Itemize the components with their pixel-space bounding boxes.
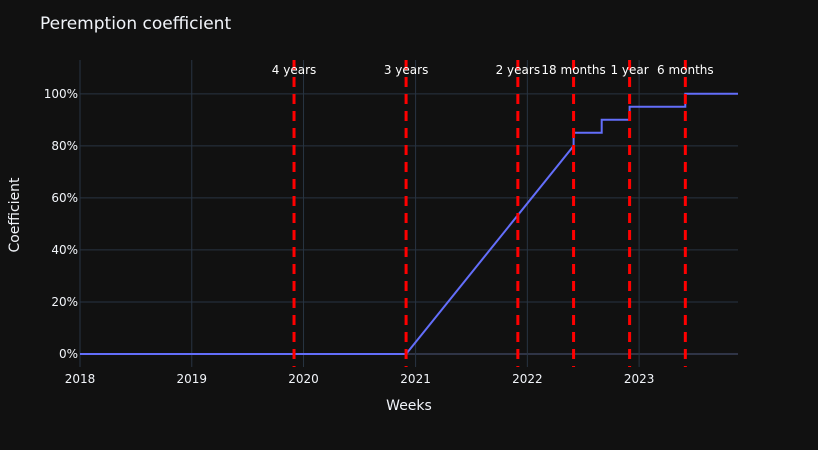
x-tick-label: 2021 (400, 372, 431, 386)
threshold-label: 3 years (384, 63, 428, 77)
y-axis-ticks: 0% 20% 40% 60% 80% 100% (44, 87, 78, 361)
y-tick-label: 60% (51, 191, 78, 205)
x-axis-title: Weeks (386, 398, 432, 414)
chart-title: Peremption coefficient (40, 14, 231, 34)
y-tick-label: 0% (59, 347, 78, 361)
threshold-lines: 4 years 3 years 2 years 18 months 1 year 6 mo… (272, 60, 714, 367)
threshold-label: 18 months (541, 63, 605, 77)
threshold-label: 2 years (496, 63, 540, 77)
threshold-label: 4 years (272, 63, 316, 77)
y-axis-title: Coefficient (7, 177, 23, 253)
y-tick-label: 40% (51, 243, 78, 257)
x-axis-ticks: 2018 2019 2020 2021 2022 2023 (65, 372, 655, 386)
x-tick-label: 2018 (65, 372, 96, 386)
threshold-label: 6 months (657, 63, 714, 77)
x-tick-label: 2019 (176, 372, 207, 386)
x-tick-label: 2023 (624, 372, 655, 386)
threshold-label: 1 year (610, 63, 648, 77)
y-tick-label: 20% (51, 295, 78, 309)
x-tick-label: 2022 (512, 372, 543, 386)
y-tick-label: 80% (51, 139, 78, 153)
y-tick-label: 100% (44, 87, 78, 101)
x-tick-label: 2020 (288, 372, 319, 386)
